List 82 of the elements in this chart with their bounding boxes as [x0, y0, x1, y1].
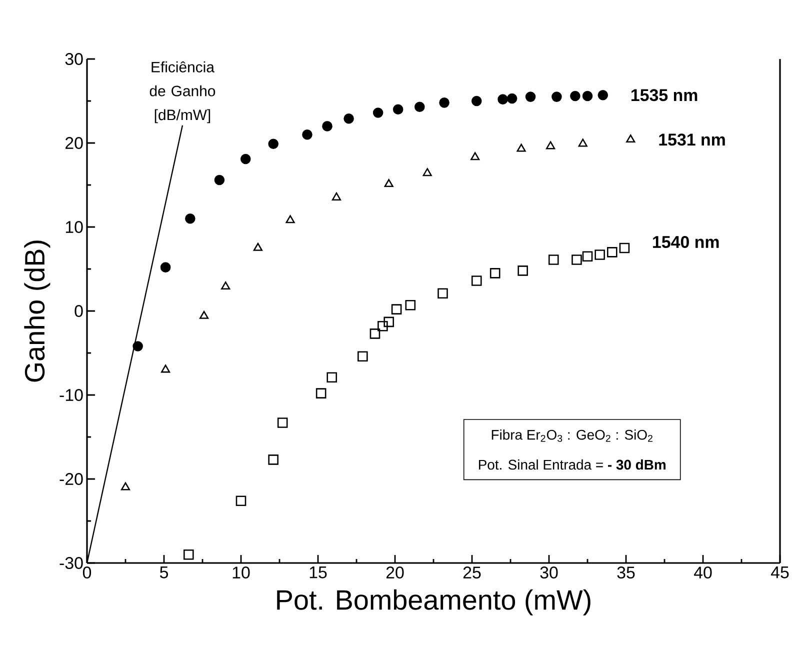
point — [199, 310, 209, 319]
annotation: Fibra Er$_{2}$O$_{3}$ : GeO$_{2}$ : SiO$_{2}$ — [492, 429, 652, 442]
point — [471, 276, 482, 286]
point — [506, 93, 518, 104]
point — [619, 242, 630, 254]
point — [516, 144, 526, 152]
point — [277, 418, 288, 428]
point — [439, 98, 450, 108]
point — [438, 288, 448, 299]
point — [160, 262, 171, 272]
point — [572, 254, 582, 265]
point — [302, 129, 312, 140]
point — [132, 341, 143, 352]
point — [626, 134, 636, 143]
series-label: 1535 nm — [631, 89, 698, 102]
y-tick-label: 20 — [66, 137, 83, 149]
point — [490, 268, 500, 278]
y-axis-title: Ganho (dB) — [24, 240, 50, 382]
point — [322, 121, 332, 132]
point — [552, 92, 562, 102]
point — [582, 90, 593, 102]
point — [518, 266, 528, 276]
text: Eficiência de Ganho [dB/mW] — [150, 61, 216, 124]
x-tick-label: 30 — [540, 566, 558, 579]
point — [384, 316, 394, 328]
x-tick-label: 0 — [82, 566, 92, 579]
x-tick-label: 35 — [617, 566, 635, 579]
point — [185, 213, 196, 224]
point — [570, 90, 580, 102]
point — [498, 94, 508, 104]
point — [546, 141, 556, 150]
x-tick-label: 25 — [463, 566, 481, 579]
point — [358, 351, 368, 362]
x-axis-title: Pot. Bombeamento (mW) — [277, 589, 590, 616]
series-label: 1540 nm — [653, 236, 719, 248]
point — [548, 254, 559, 265]
x-tick-label: 20 — [386, 566, 404, 579]
point — [221, 281, 230, 290]
point — [120, 482, 130, 490]
x-tick-label: 15 — [310, 566, 327, 578]
point — [326, 372, 338, 383]
y-tick-label: -20 — [60, 473, 83, 485]
point — [332, 192, 342, 200]
point — [370, 328, 380, 339]
point — [372, 108, 384, 118]
point — [236, 496, 246, 506]
x-tick-label: 45 — [770, 566, 789, 578]
x-tick-label: 5 — [160, 566, 168, 578]
point — [384, 179, 394, 188]
point — [414, 102, 425, 112]
point — [606, 247, 618, 258]
point — [253, 242, 262, 251]
y-tick-label: -10 — [60, 389, 83, 401]
annotation: Pot. Sinal Entrada = - 30 dBm — [478, 459, 666, 470]
x-tick-label: 10 — [232, 566, 250, 579]
point — [392, 104, 404, 115]
point — [578, 138, 588, 147]
point — [160, 364, 170, 373]
point — [344, 113, 354, 124]
point — [422, 168, 432, 176]
point — [240, 154, 251, 164]
series-label: 1531 nm — [659, 134, 725, 146]
y-tick-label: 0 — [74, 305, 83, 317]
point — [594, 250, 605, 260]
point — [525, 92, 536, 102]
y-tick-label: 30 — [65, 53, 83, 65]
point — [286, 215, 295, 224]
point — [214, 174, 225, 186]
x-tick-label: 40 — [694, 566, 712, 579]
y-tick-label: 10 — [66, 221, 83, 233]
point — [471, 96, 482, 106]
point — [470, 152, 480, 160]
point — [316, 388, 326, 398]
point — [268, 454, 278, 465]
point — [378, 320, 388, 332]
point — [405, 300, 416, 310]
point — [183, 549, 194, 560]
point — [598, 90, 608, 100]
point — [268, 138, 278, 149]
point — [391, 304, 402, 314]
point — [582, 251, 593, 262]
y-tick-label: -30 — [60, 557, 83, 569]
